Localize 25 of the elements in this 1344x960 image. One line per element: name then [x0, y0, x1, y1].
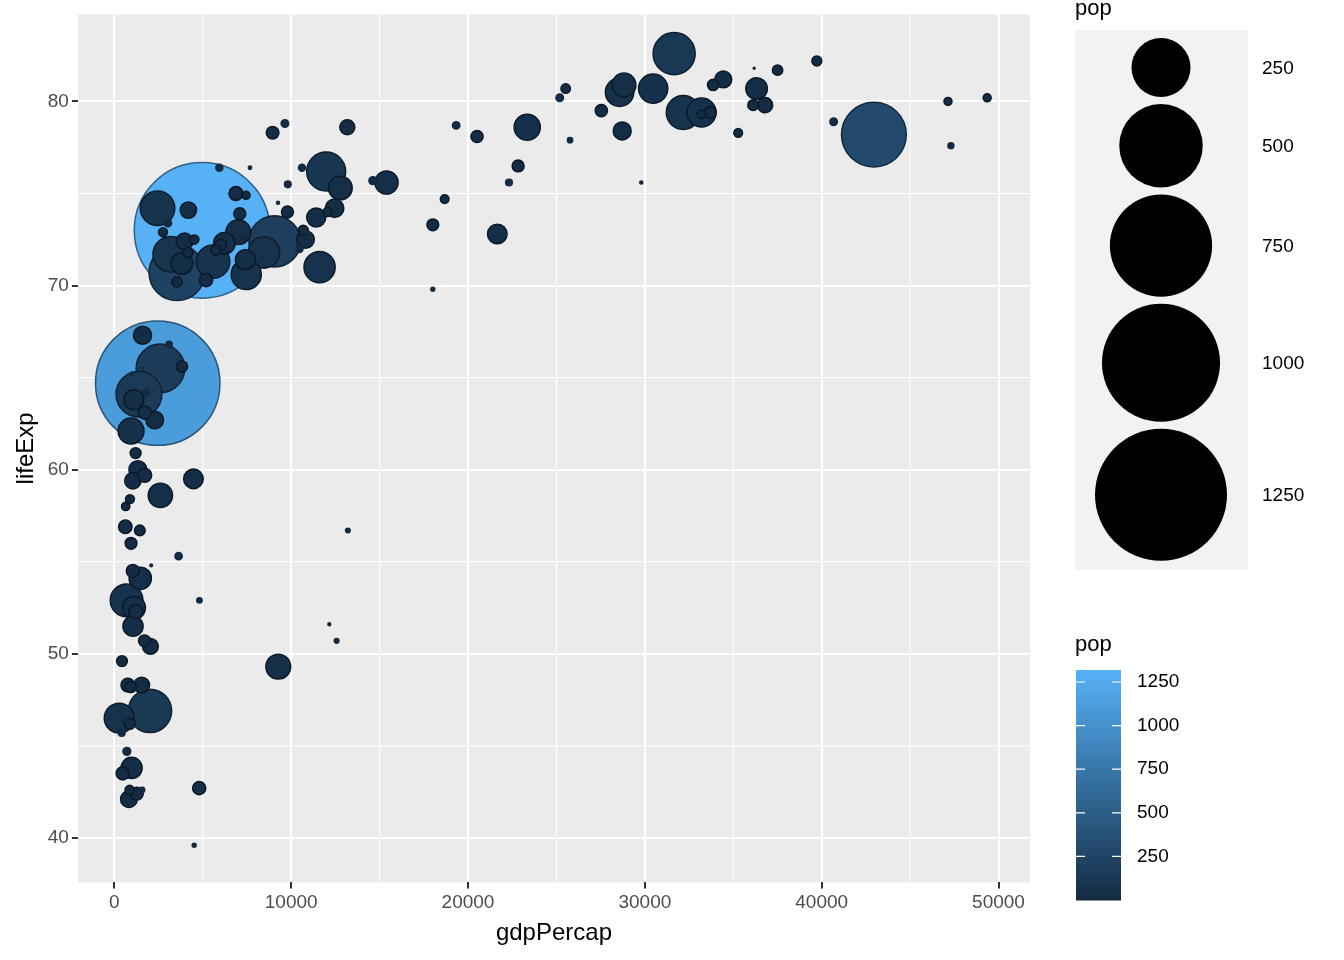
y-tick-label: 70: [47, 273, 69, 295]
x-tick-label: 0: [109, 891, 120, 913]
legend-label: 750: [1262, 234, 1294, 256]
x-axis-title: gdpPercap: [495, 918, 613, 946]
color-bar-title: pop: [1075, 631, 1112, 657]
color-bar-label: 250: [1137, 844, 1169, 866]
color-bar-label: 1250: [1137, 670, 1180, 692]
color-bar-label: 1000: [1137, 713, 1180, 735]
y-tick-label: 80: [47, 89, 69, 111]
legend-label: 500: [1262, 135, 1294, 157]
x-tick-label: 10000: [264, 891, 318, 913]
color-bar-label: 500: [1137, 801, 1169, 823]
x-tick-label: 40000: [795, 891, 849, 913]
x-tick-label: 50000: [972, 891, 1025, 913]
legend-label: 1000: [1262, 352, 1305, 374]
color-bar-label: 750: [1137, 757, 1169, 779]
y-tick-label: 60: [47, 457, 69, 479]
y-tick-label: 50: [47, 641, 69, 663]
legend-label: 250: [1262, 56, 1294, 78]
legend-title: pop: [1075, 0, 1112, 21]
x-tick-label: 30000: [618, 891, 672, 913]
legend-label: 1250: [1262, 484, 1305, 506]
y-axis-title: lifeExp: [11, 412, 39, 485]
y-tick-label: 40: [47, 826, 69, 848]
x-tick-label: 20000: [441, 891, 495, 913]
